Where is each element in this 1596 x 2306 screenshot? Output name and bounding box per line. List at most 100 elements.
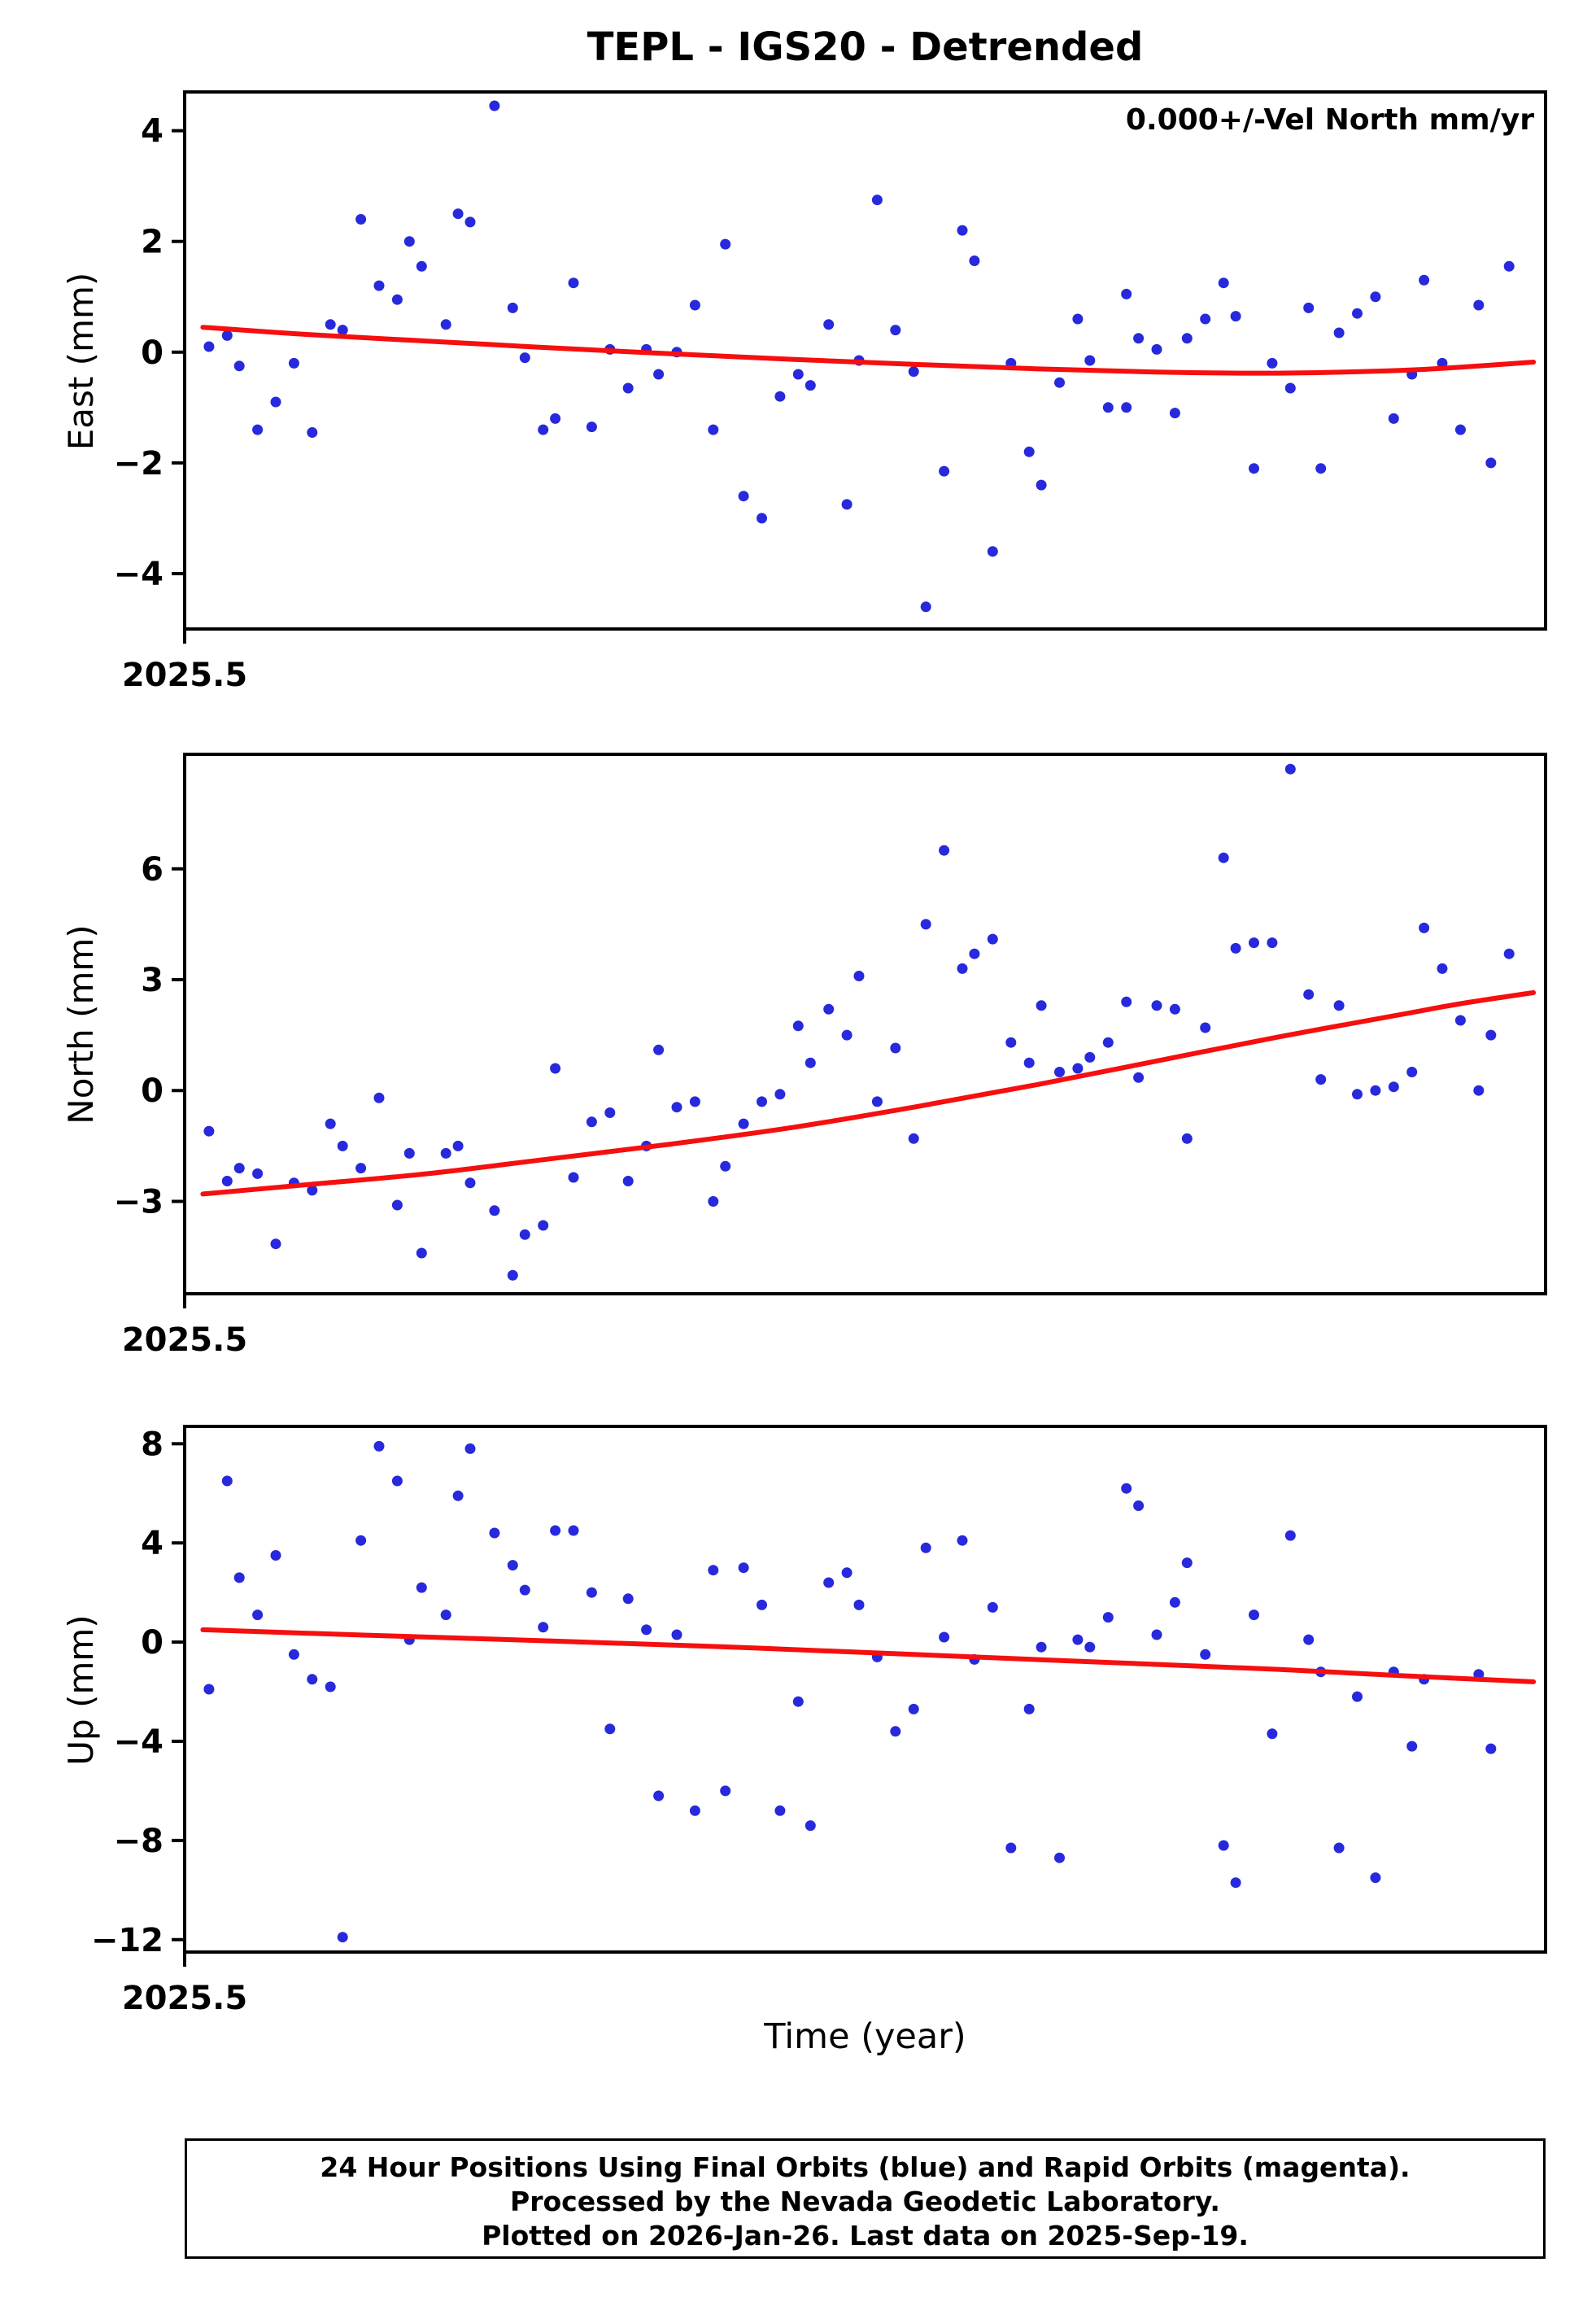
data-point (1036, 1000, 1047, 1011)
data-point (720, 1785, 731, 1797)
data-point (1370, 291, 1381, 303)
data-point (586, 421, 597, 433)
data-point (792, 369, 804, 380)
data-point (221, 1475, 233, 1487)
data-point (604, 1107, 616, 1118)
data-point (1284, 382, 1296, 394)
data-point (1419, 922, 1430, 933)
footer-box: 24 Hour Positions Using Final Orbits (bl… (185, 2138, 1546, 2259)
data-point (1054, 377, 1065, 388)
data-point (805, 380, 816, 391)
data-point (440, 1609, 451, 1621)
data-point (1503, 260, 1515, 272)
data-point (622, 1176, 634, 1186)
data-point (823, 1577, 835, 1588)
data-point (1121, 402, 1132, 413)
footer-line-2: Processed by the Nevada Geodetic Laborat… (510, 2186, 1220, 2217)
data-point (270, 396, 281, 408)
data-point (403, 1147, 415, 1159)
data-point (1454, 1015, 1466, 1026)
data-point (957, 225, 968, 236)
data-point (720, 1160, 731, 1172)
data-point (1333, 327, 1345, 338)
data-point (890, 325, 901, 336)
trend-line (200, 325, 1537, 376)
data-point (689, 1805, 700, 1816)
data-point (1333, 1000, 1345, 1011)
data-point (519, 352, 530, 364)
data-point (373, 280, 385, 291)
data-point (355, 214, 367, 225)
data-point (805, 1820, 816, 1832)
data-point (221, 1176, 233, 1186)
data-point (853, 1599, 865, 1610)
plot-frame (183, 90, 1547, 631)
data-point (1370, 1085, 1381, 1096)
data-point (1102, 402, 1114, 413)
data-point (1181, 333, 1193, 344)
trend-line (200, 989, 1537, 1197)
data-point (1437, 963, 1448, 974)
data-point (689, 1096, 700, 1107)
data-point (1181, 1557, 1193, 1569)
y-tick-label: 0 (141, 334, 164, 372)
y-tick-label: 4 (141, 1525, 164, 1562)
data-point (1249, 1609, 1259, 1621)
data-point (738, 491, 749, 502)
data-point (1023, 1057, 1035, 1068)
data-point (1169, 1596, 1180, 1608)
data-point (355, 1163, 367, 1174)
data-point (391, 1199, 403, 1211)
velocity-annotation: 0.000+/-Vel North mm/yr (1126, 103, 1534, 137)
data-point (1218, 277, 1229, 289)
data-point (622, 382, 634, 394)
data-point (452, 1140, 464, 1151)
data-point (1054, 1067, 1065, 1077)
data-point (1023, 1703, 1035, 1714)
data-point (708, 1196, 719, 1207)
data-point (538, 1220, 549, 1231)
data-point (1303, 1634, 1315, 1645)
data-point (987, 933, 998, 945)
data-point (252, 1168, 264, 1179)
y-tick-label: −12 (91, 1922, 164, 1959)
east-chart: 4 2 0 −2 −4 2025.5 0.000+/-Vel North mm/yr (114, 90, 1547, 694)
data-point (252, 1609, 264, 1621)
data-point (708, 1565, 719, 1576)
data-point (853, 971, 865, 981)
data-point (653, 1790, 665, 1802)
data-point (957, 963, 968, 974)
data-point (1005, 1842, 1017, 1854)
data-point (288, 357, 299, 369)
data-point (337, 325, 348, 336)
data-point (307, 1185, 318, 1196)
data-point (203, 1125, 215, 1137)
data-point (653, 369, 665, 380)
data-point (337, 1932, 348, 1943)
data-point (1249, 937, 1259, 949)
data-point (1230, 1877, 1241, 1889)
data-point (1133, 333, 1145, 344)
data-point (325, 1118, 336, 1129)
y-tick-label: 0 (141, 1624, 164, 1662)
data-point (1473, 1085, 1485, 1096)
data-point (969, 948, 980, 959)
data-point (550, 413, 561, 424)
data-point (270, 1550, 281, 1561)
data-point (203, 1684, 215, 1695)
data-point (823, 1003, 835, 1015)
data-point (1230, 311, 1241, 322)
data-point (757, 1599, 767, 1610)
data-point (452, 1490, 464, 1501)
y-tick-label: 0 (141, 1072, 164, 1110)
data-point (939, 465, 950, 477)
data-point (841, 1029, 853, 1041)
data-point (1473, 299, 1485, 311)
data-point (373, 1092, 385, 1103)
y-tick-label: −3 (114, 1183, 164, 1221)
data-point (391, 1475, 403, 1487)
data-point (416, 1247, 427, 1259)
data-point (622, 1593, 634, 1605)
data-point (373, 1440, 385, 1452)
y-tick-label: −4 (114, 556, 164, 593)
